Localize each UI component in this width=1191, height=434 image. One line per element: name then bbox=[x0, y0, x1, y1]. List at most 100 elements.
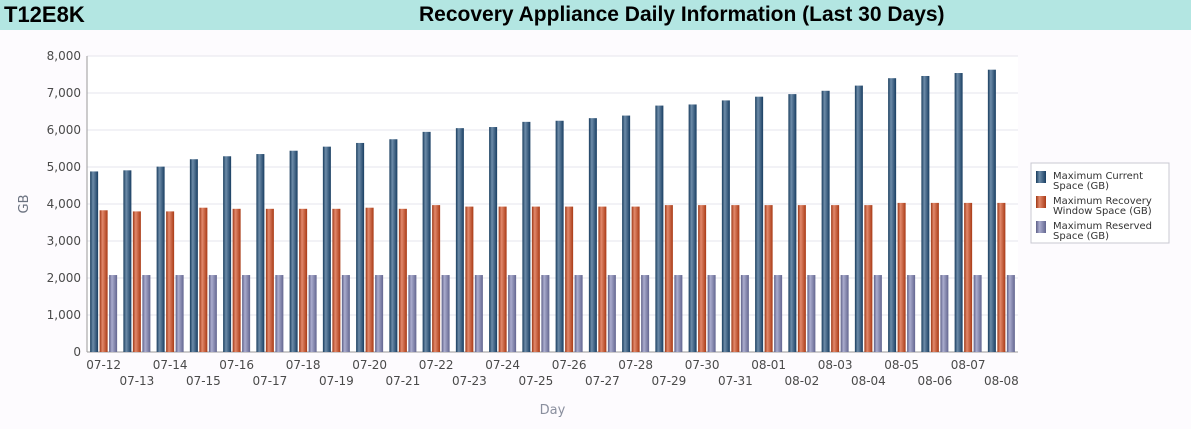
bar bbox=[123, 170, 132, 352]
bar bbox=[631, 206, 640, 352]
bar bbox=[541, 275, 550, 352]
bar bbox=[498, 206, 507, 352]
bar bbox=[588, 118, 597, 352]
bar bbox=[256, 154, 265, 352]
x-tick-label: 07-30 bbox=[685, 358, 720, 372]
y-tick-label: 8,000 bbox=[47, 49, 81, 63]
bar bbox=[522, 121, 531, 352]
x-tick-label: 07-24 bbox=[485, 358, 520, 372]
legend-box bbox=[1030, 162, 1170, 244]
bar bbox=[964, 202, 973, 352]
y-axis-title: GB bbox=[17, 195, 32, 214]
bar bbox=[731, 205, 740, 352]
bar bbox=[441, 275, 450, 352]
bar bbox=[223, 156, 232, 352]
bar bbox=[398, 208, 407, 352]
bar bbox=[365, 207, 374, 352]
bar bbox=[356, 142, 365, 352]
bar-chart: 0 1,000 2,000 3,000 4,000 5,000 6,000 7,000 8,00… bbox=[17, 49, 1170, 418]
bar bbox=[289, 150, 298, 352]
y-tick-label: 2,000 bbox=[47, 271, 81, 285]
bar bbox=[132, 211, 141, 352]
legend-label: Maximum Reserved bbox=[1053, 221, 1152, 232]
bar bbox=[622, 115, 631, 352]
chart-area: 0 1,000 2,000 3,000 4,000 5,000 6,000 7,000 8,00… bbox=[0, 30, 1191, 429]
x-tick-label: 08-05 bbox=[884, 358, 919, 372]
bar bbox=[156, 166, 165, 352]
x-tick-label: 07-23 bbox=[452, 374, 487, 388]
y-tick-label: 3,000 bbox=[47, 234, 81, 248]
bar bbox=[189, 159, 198, 352]
bar bbox=[788, 94, 797, 353]
bar bbox=[973, 275, 982, 352]
x-tick-label: 07-17 bbox=[252, 374, 287, 388]
bar bbox=[607, 275, 616, 352]
x-axis-title: Day bbox=[540, 403, 566, 418]
bar bbox=[930, 202, 939, 352]
bar bbox=[208, 275, 217, 352]
bar bbox=[864, 205, 873, 352]
legend-swatch bbox=[1036, 221, 1046, 233]
bar bbox=[907, 275, 916, 352]
bar bbox=[721, 100, 730, 353]
bar bbox=[755, 96, 764, 352]
bar bbox=[341, 275, 350, 352]
bar bbox=[474, 275, 483, 352]
x-tick-label: 08-07 bbox=[951, 358, 986, 372]
y-tick-label: 7,000 bbox=[47, 86, 81, 100]
bar bbox=[531, 206, 540, 352]
bar bbox=[332, 208, 341, 352]
x-tick-label: 08-01 bbox=[751, 358, 786, 372]
bar bbox=[308, 275, 317, 352]
bar bbox=[265, 208, 274, 352]
bar bbox=[166, 211, 175, 352]
y-tick-label: 0 bbox=[73, 345, 81, 359]
bar bbox=[797, 205, 806, 352]
page-title: Recovery Appliance Daily Information (La… bbox=[419, 3, 945, 26]
legend-label: Maximum Current bbox=[1053, 171, 1143, 182]
x-tick-label: 08-03 bbox=[818, 358, 853, 372]
bar bbox=[888, 78, 897, 352]
bar bbox=[954, 73, 963, 352]
x-tick-label: 07-25 bbox=[518, 374, 553, 388]
bar bbox=[987, 69, 996, 352]
bar bbox=[375, 275, 384, 352]
legend-label: Window Space (GB) bbox=[1053, 206, 1152, 217]
bar bbox=[455, 128, 464, 352]
header-bar: T12E8K Recovery Appliance Daily Informat… bbox=[0, 0, 1191, 30]
y-tick-label: 6,000 bbox=[47, 123, 81, 137]
bar bbox=[242, 275, 251, 352]
bar bbox=[142, 275, 151, 352]
legend-swatch bbox=[1036, 196, 1046, 208]
legend-label: Space (GB) bbox=[1053, 231, 1109, 242]
x-tick-label: 07-20 bbox=[352, 358, 387, 372]
bar bbox=[764, 205, 773, 352]
bar bbox=[774, 275, 783, 352]
x-tick-label: 08-04 bbox=[851, 374, 886, 388]
bar bbox=[655, 105, 664, 352]
bar bbox=[997, 202, 1006, 352]
bar bbox=[175, 275, 184, 352]
x-tick-label: 07-14 bbox=[153, 358, 188, 372]
bar bbox=[807, 275, 816, 352]
appliance-id: T12E8K bbox=[4, 2, 85, 27]
bar bbox=[940, 275, 949, 352]
bar bbox=[422, 131, 431, 352]
y-tick-label: 4,000 bbox=[47, 197, 81, 211]
x-tick-label: 08-02 bbox=[784, 374, 819, 388]
y-tick-label: 1,000 bbox=[47, 308, 81, 322]
x-tick-label: 07-19 bbox=[319, 374, 354, 388]
bar bbox=[674, 275, 683, 352]
x-tick-label: 07-13 bbox=[119, 374, 154, 388]
bar bbox=[598, 206, 607, 352]
bar bbox=[565, 206, 574, 352]
bar bbox=[408, 275, 417, 352]
bar bbox=[508, 275, 517, 352]
bar bbox=[854, 85, 863, 352]
bar bbox=[275, 275, 284, 352]
bar bbox=[322, 146, 331, 352]
bar bbox=[897, 202, 906, 352]
bar bbox=[664, 205, 673, 352]
x-tick-label: 07-12 bbox=[86, 358, 121, 372]
x-tick-label: 07-31 bbox=[718, 374, 753, 388]
